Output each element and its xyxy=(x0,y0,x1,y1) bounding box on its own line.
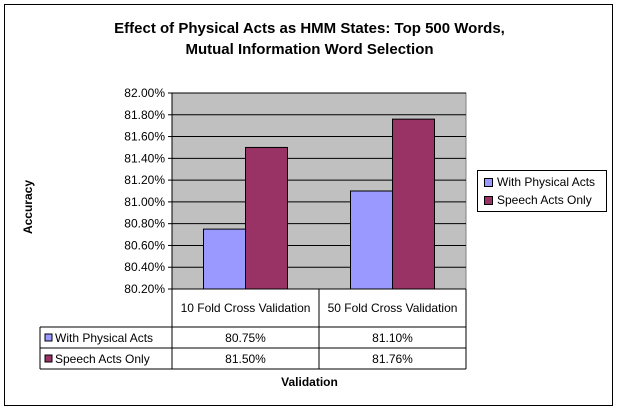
bar-with-physical-acts-2 xyxy=(350,190,393,290)
y-tick-label: 81.20% xyxy=(124,173,165,187)
table-cell-value: 81.10% xyxy=(372,331,413,345)
y-tick-label: 80.20% xyxy=(124,282,165,296)
table-cell-value: 80.75% xyxy=(225,331,266,345)
table-cell-value: 81.50% xyxy=(225,352,266,366)
y-tick-label: 80.40% xyxy=(124,260,165,274)
table-row-label-speech-acts-only: Speech Acts Only xyxy=(55,352,150,366)
y-tick-label: 81.80% xyxy=(124,108,165,122)
table-swatch-with-physical-acts xyxy=(44,333,53,342)
legend-swatch-speech-acts-only xyxy=(484,196,493,206)
legend-item-speech-acts-only: Speech Acts Only xyxy=(484,193,592,207)
y-tick-label: 81.60% xyxy=(124,130,165,144)
category-label-2: 50 Fold Cross Validation xyxy=(328,301,458,315)
legend-label-with-physical-acts: With Physical Acts xyxy=(497,175,596,189)
category-label-1: 10 Fold Cross Validation xyxy=(181,301,311,315)
legend-label-speech-acts-only: Speech Acts Only xyxy=(497,193,592,207)
y-tick-label: 80.80% xyxy=(124,217,165,231)
y-tick-label: 82.00% xyxy=(124,86,165,100)
x-axis-label: Validation xyxy=(281,375,338,389)
legend-item-with-physical-acts: With Physical Acts xyxy=(484,175,595,189)
table-cell-value: 81.76% xyxy=(372,352,413,366)
y-tick-label: 81.40% xyxy=(124,151,165,165)
bar-with-physical-acts-1 xyxy=(203,228,246,290)
table-swatch-speech-acts-only xyxy=(44,354,53,363)
bar-speech-acts-only-2 xyxy=(392,118,435,290)
chart-frame xyxy=(4,4,613,406)
chart-title-line1: Effect of Physical Acts as HMM States: T… xyxy=(114,20,505,37)
legend: With Physical Acts Speech Acts Only xyxy=(477,170,607,212)
y-tick-label: 81.00% xyxy=(124,195,165,209)
y-tick-label: 80.60% xyxy=(124,238,165,252)
bar-speech-acts-only-1 xyxy=(245,146,288,290)
chart-title-line2: Mutual Information Word Selection xyxy=(185,41,434,58)
legend-swatch-with-physical-acts xyxy=(484,178,493,188)
table-row-label-with-physical-acts: With Physical Acts xyxy=(55,331,153,345)
